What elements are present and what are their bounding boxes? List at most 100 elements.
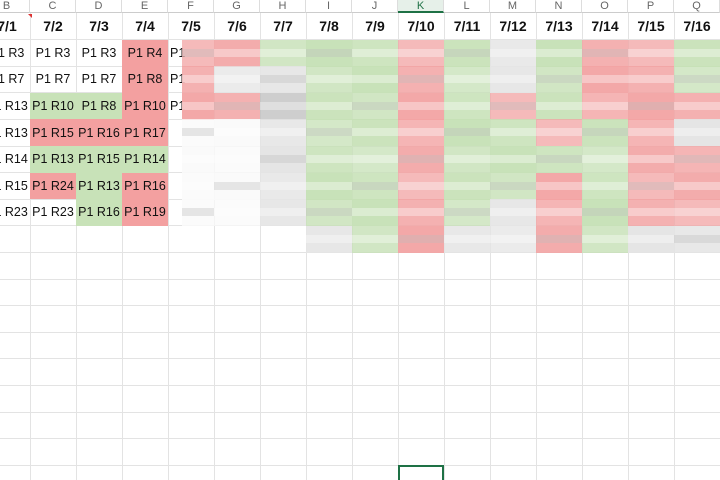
cell[interactable]: 7/4 — [135, 18, 155, 35]
column-header[interactable]: G — [214, 0, 260, 13]
cell[interactable]: P1 R7 — [0, 72, 25, 87]
blurred-stripe — [582, 208, 628, 217]
blurred-block — [444, 146, 490, 174]
blurred-stripe — [182, 75, 214, 84]
cell[interactable]: 7/9 — [365, 18, 385, 35]
cell[interactable]: P1 R10 — [122, 92, 168, 120]
cell[interactable]: 7/14 — [591, 18, 619, 35]
cell[interactable]: 7/12 — [499, 18, 527, 35]
column-header[interactable]: F — [168, 0, 214, 13]
grid-line-v — [76, 0, 77, 480]
blurred-stripe — [260, 48, 306, 57]
column-header[interactable]: Q — [674, 0, 720, 13]
cell[interactable]: 7/2 — [43, 18, 63, 35]
blurred-block — [306, 66, 352, 94]
cell[interactable]: P1 R16 — [122, 172, 168, 200]
cell[interactable]: P1 R19 — [122, 199, 168, 226]
blurred-block — [444, 199, 490, 227]
blurred-block — [398, 225, 444, 253]
blurred-stripe — [398, 128, 444, 137]
cell[interactable]: 7/8 — [319, 18, 339, 35]
blurred-stripe — [214, 48, 260, 57]
cell[interactable]: P1 R13 — [30, 146, 76, 173]
cell[interactable]: P1 R14 — [0, 152, 28, 167]
blurred-block — [398, 66, 444, 94]
cell[interactable]: 7/5 — [181, 18, 201, 35]
blurred-block — [628, 199, 674, 227]
blurred-block — [490, 39, 536, 67]
cell[interactable]: 7/6 — [227, 18, 247, 35]
cell[interactable]: P1 R7 — [81, 72, 117, 87]
column-header[interactable]: P — [628, 0, 674, 13]
cell[interactable]: 7/7 — [273, 18, 293, 35]
cell[interactable]: P1 R15 — [30, 119, 76, 146]
cell[interactable]: 7/1 — [0, 18, 17, 35]
cell[interactable]: P1 — [170, 72, 186, 87]
cell[interactable]: 7/15 — [637, 18, 665, 35]
cell[interactable]: P1 R24 — [30, 172, 76, 200]
cell[interactable]: P1 R4 — [122, 39, 168, 67]
column-header[interactable]: D — [76, 0, 122, 13]
cell[interactable]: P1 R7 — [35, 72, 71, 87]
column-header[interactable]: M — [490, 0, 536, 13]
blurred-stripe — [582, 128, 628, 137]
cell[interactable]: P1 R16 — [76, 199, 122, 226]
blurred-block — [306, 146, 352, 174]
column-header[interactable]: C — [30, 0, 76, 13]
blurred-block — [582, 199, 628, 227]
grid-line-h — [0, 331, 720, 333]
grid-line-h — [0, 464, 720, 466]
column-header[interactable]: H — [260, 0, 306, 13]
blurred-block — [674, 92, 720, 120]
column-header[interactable]: K — [398, 0, 444, 13]
cell[interactable]: 7/11 — [453, 18, 481, 35]
column-header[interactable]: N — [536, 0, 582, 13]
cell[interactable]: 7/13 — [545, 18, 573, 35]
blurred-block — [260, 199, 306, 227]
blurred-stripe — [182, 155, 214, 163]
blurred-block — [398, 146, 444, 174]
column-header[interactable]: E — [122, 0, 168, 13]
column-header[interactable]: I — [306, 0, 352, 13]
cell[interactable]: P1 R13 — [76, 172, 122, 200]
cell[interactable]: P1 — [170, 45, 186, 60]
cell[interactable]: P1 R15 — [76, 146, 122, 173]
blurred-block — [582, 39, 628, 67]
column-header[interactable]: O — [582, 0, 628, 13]
blurred-stripe — [582, 101, 628, 110]
cell[interactable]: P1 R23 — [32, 205, 74, 220]
cell[interactable]: P1 R17 — [122, 119, 168, 146]
cell[interactable]: 7/3 — [89, 18, 109, 35]
blurred-block — [490, 92, 536, 120]
cell[interactable]: P1 R23 — [0, 205, 28, 220]
cell[interactable]: P1 R16 — [76, 119, 122, 146]
cell[interactable]: P1 R3 — [81, 45, 117, 60]
blurred-block — [398, 39, 444, 67]
blurred-block — [490, 66, 536, 94]
blurred-block — [628, 172, 674, 200]
cell[interactable]: P1 R10 — [30, 92, 76, 120]
cell[interactable]: 7/16 — [683, 18, 711, 35]
cell[interactable]: P1 R13 — [0, 125, 28, 140]
cell[interactable]: P1 R13 — [0, 99, 28, 114]
cell[interactable]: P1 — [170, 99, 186, 114]
cell[interactable]: P1 R8 — [76, 92, 122, 120]
blurred-block — [490, 172, 536, 200]
blurred-stripe — [260, 101, 306, 110]
column-header[interactable]: L — [444, 0, 490, 13]
cell[interactable]: P1 R15 — [0, 178, 28, 193]
selected-cell[interactable] — [398, 465, 444, 480]
column-header[interactable]: J — [352, 0, 398, 13]
cell[interactable]: P1 R8 — [122, 66, 168, 93]
blurred-block — [674, 119, 720, 147]
blurred-stripe — [444, 234, 490, 243]
cell[interactable]: P1 R3 — [0, 45, 25, 60]
blurred-stripe — [674, 234, 720, 243]
cell[interactable]: P1 R14 — [122, 146, 168, 173]
blurred-stripe — [352, 181, 398, 190]
column-header[interactable]: B — [0, 0, 30, 13]
cell[interactable]: P1 R3 — [35, 45, 71, 60]
blurred-block — [260, 39, 306, 67]
cell[interactable]: 7/10 — [407, 18, 435, 35]
blurred-block — [536, 172, 582, 200]
